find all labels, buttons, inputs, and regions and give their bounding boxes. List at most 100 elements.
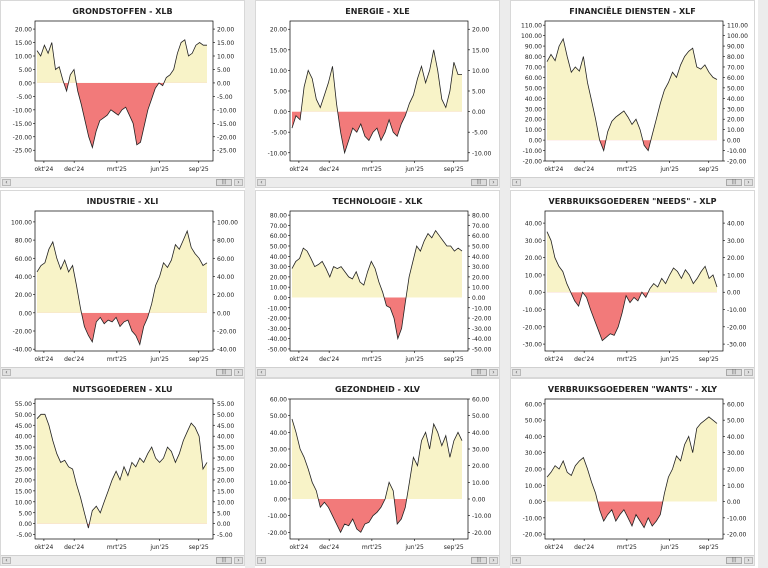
scroll-thumb[interactable]: ||| <box>471 369 487 376</box>
chart-panel-9: VERBRUIKSGOEDEREN "WANTS" - XLY 60.00 60.0… <box>510 378 755 566</box>
y-tick-label-right: 20.00 <box>217 292 234 299</box>
scroll-right-button[interactable]: › <box>744 369 753 376</box>
y-tick-label-left: 10.00 <box>270 480 287 487</box>
scroll-left-button[interactable]: ‹ <box>2 557 11 564</box>
scroll-left-button[interactable]: ‹ <box>512 557 521 564</box>
y-tick-label-right: 80.00 <box>472 213 489 220</box>
scroll-thumb[interactable]: ||| <box>216 179 232 186</box>
chart-scrollbar[interactable]: ‹ ||| › <box>256 367 499 377</box>
y-tick-label-right: 10.00 <box>472 480 489 487</box>
scroll-thumb[interactable]: ||| <box>726 179 742 186</box>
x-tick-label: okt'24 <box>35 166 54 173</box>
chart-panel-7: NUTSGOEDEREN - XLU 55.00 55.00 50.00 50.00 45… <box>0 378 245 566</box>
chart-plot: 60.00 60.00 50.00 50.00 40.00 40.00 30.00 30.00… <box>268 397 492 552</box>
chart-scrollbar[interactable]: ‹ ||| › <box>511 367 754 377</box>
scroll-right-button[interactable]: › <box>234 557 243 564</box>
x-tick-label: sep'25 <box>189 356 209 363</box>
y-tick-label-left: 10.00 <box>525 272 542 279</box>
y-tick-label-left: 0.00 <box>19 80 33 87</box>
y-tick-label-right: 20.00 <box>472 463 489 470</box>
y-tick-label-left: 80.00 <box>15 238 32 245</box>
y-tick-label-right: -10.00 <box>472 513 492 520</box>
y-tick-label-left: 15.00 <box>15 40 32 47</box>
scroll-left-button[interactable]: ‹ <box>512 369 521 376</box>
y-tick-label-left: 40.00 <box>270 254 287 261</box>
negative-area <box>547 292 717 341</box>
y-tick-label-left: 60.00 <box>270 233 287 240</box>
scroll-right-button[interactable]: › <box>744 557 753 564</box>
y-tick-label-left: -20.00 <box>13 329 33 336</box>
scroll-right-button[interactable]: › <box>489 179 498 186</box>
scroll-left-button[interactable]: ‹ <box>257 557 266 564</box>
y-tick-label-right: 100.00 <box>727 33 748 40</box>
chart-panel-4: INDUSTRIE - XLI 100.00 100.00 80.00 80.00 60.… <box>0 190 245 378</box>
y-tick-label-left: 40.00 <box>525 96 542 103</box>
scroll-thumb[interactable]: ||| <box>216 557 232 564</box>
y-tick-label-right: -10.00 <box>217 107 237 114</box>
y-tick-label-right: 40.00 <box>472 254 489 261</box>
scroll-thumb[interactable]: ||| <box>726 557 742 564</box>
chart-scrollbar[interactable]: ‹ ||| › <box>1 367 244 377</box>
series-line <box>36 229 208 346</box>
scroll-left-button[interactable]: ‹ <box>257 369 266 376</box>
x-tick-label: okt'24 <box>290 356 309 363</box>
chart-title: GRONDSTOFFEN - XLB <box>72 7 173 16</box>
series-line <box>546 416 718 529</box>
y-tick-label-right: 30.00 <box>727 238 744 245</box>
x-tick-label: sep'25 <box>699 166 719 173</box>
y-tick-label-right: 10.00 <box>727 483 744 490</box>
y-tick-label-left: -40.00 <box>268 336 288 343</box>
chart-scrollbar[interactable]: ‹ ||| › <box>256 177 499 187</box>
y-tick-label-right: 60.00 <box>727 75 744 82</box>
y-tick-label-left: 30.00 <box>270 447 287 454</box>
chart-scrollbar[interactable]: ‹ ||| › <box>256 555 499 565</box>
scroll-left-button[interactable]: ‹ <box>2 369 11 376</box>
y-tick-label-right: -10.00 <box>472 305 492 312</box>
y-tick-label-left: -50.00 <box>268 346 288 353</box>
x-tick-label: mrt'25 <box>617 356 637 363</box>
chart-scrollbar[interactable]: ‹ ||| › <box>511 555 754 565</box>
y-tick-label-right: -30.00 <box>472 326 492 333</box>
y-tick-label-left: 60.00 <box>270 397 287 404</box>
scroll-right-button[interactable]: › <box>234 179 243 186</box>
scroll-thumb[interactable]: ||| <box>216 369 232 376</box>
scroll-left-button[interactable]: ‹ <box>257 179 266 186</box>
scroll-right-button[interactable]: › <box>234 369 243 376</box>
chart-panel-5: TECHNOLOGIE - XLK 80.00 80.00 70.00 70.00 60.… <box>255 190 500 378</box>
y-tick-label-right: -40.00 <box>472 336 492 343</box>
y-tick-label-right: 80.00 <box>217 238 234 245</box>
scroll-thumb[interactable]: ||| <box>471 557 487 564</box>
y-tick-label-right: 0.00 <box>472 497 486 504</box>
x-tick-label: sep'25 <box>444 166 464 173</box>
scroll-right-button[interactable]: › <box>489 369 498 376</box>
y-tick-label-right: -10.00 <box>727 515 747 522</box>
scroll-thumb[interactable]: ||| <box>471 179 487 186</box>
y-tick-label-right: 0.00 <box>727 290 741 297</box>
y-tick-label-right: -5.00 <box>217 94 233 101</box>
scroll-right-button[interactable]: › <box>489 557 498 564</box>
y-tick-label-right: 10.00 <box>727 272 744 279</box>
scroll-left-button[interactable]: ‹ <box>512 179 521 186</box>
x-tick-label: okt'24 <box>35 356 54 363</box>
y-tick-label-left: -10.00 <box>523 307 543 314</box>
y-tick-label-left: 0.00 <box>274 497 288 504</box>
chart-scrollbar[interactable]: ‹ ||| › <box>1 177 244 187</box>
x-tick-label: mrt'25 <box>617 166 637 173</box>
y-tick-label-right: 20.00 <box>472 274 489 281</box>
chart-panel-3: FINANCIËLE DIENSTEN - XLF 110.00 110.00 100… <box>510 0 755 188</box>
scroll-thumb[interactable]: ||| <box>726 369 742 376</box>
x-tick-label: mrt'25 <box>362 544 382 551</box>
y-tick-label-left: 35.00 <box>15 445 32 452</box>
scroll-left-button[interactable]: ‹ <box>2 179 11 186</box>
y-tick-label-right: 50.00 <box>727 85 744 92</box>
chart-panel-8: GEZONDHEID - XLV 60.00 60.00 50.00 50.00 40.0… <box>255 378 500 566</box>
y-tick-label-left: 0.00 <box>19 310 33 317</box>
scroll-right-button[interactable]: › <box>744 179 753 186</box>
chart-scrollbar[interactable]: ‹ ||| › <box>1 555 244 565</box>
chart-scrollbar[interactable]: ‹ ||| › <box>511 177 754 187</box>
y-tick-label-right: 70.00 <box>727 64 744 71</box>
y-tick-label-right: 30.00 <box>472 447 489 454</box>
series-line <box>36 39 207 149</box>
y-tick-label-left: 20.00 <box>270 463 287 470</box>
x-tick-label: sep'25 <box>699 544 719 551</box>
